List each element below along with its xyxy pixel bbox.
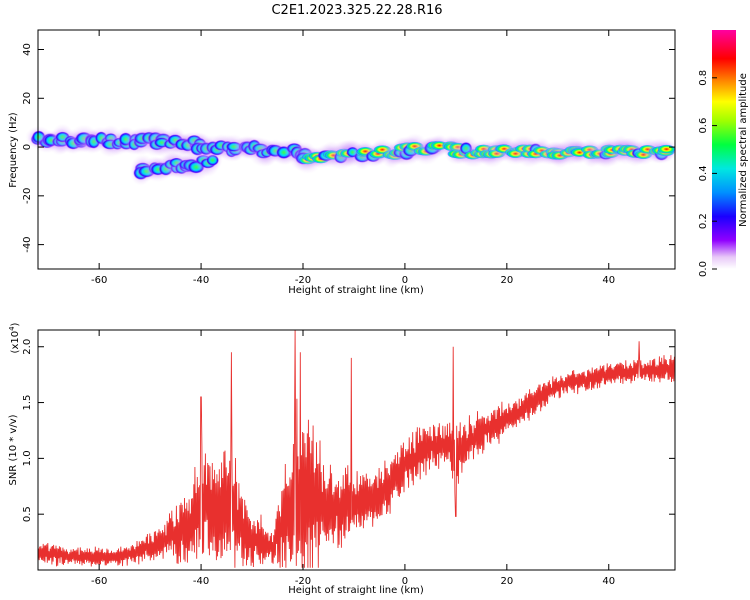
y-tick-label: 20 <box>22 92 33 105</box>
spectrogram-panel: -60 -40 -20 0 20 40 40 20 0 -20 -40 Height of str… <box>8 29 678 296</box>
y-tick-label: 2.0 <box>22 339 33 355</box>
y-tick-label: -40 <box>22 236 33 252</box>
colorbar: 0.0 0.2 0.4 0.6 0.8 Normalized spectral ampl… <box>698 30 749 277</box>
x-tick-label: 0 <box>402 576 408 587</box>
colorbar-tick-label: 0.6 <box>698 118 709 134</box>
x-tick-label: -60 <box>91 576 107 587</box>
snr-frame <box>37 329 676 571</box>
x-tick-label: -40 <box>193 576 209 587</box>
snr-yticks: 0.5 1.0 1.5 2.0 <box>22 339 675 522</box>
spectrogram-ylabel: Frequency (Hz) <box>8 112 19 188</box>
y-tick-label: 40 <box>22 43 33 56</box>
x-tick-label: -20 <box>295 576 311 587</box>
snr-xlabel: Height of straight line (km) <box>288 585 424 596</box>
snr-xticks: -60 -40 -20 0 20 40 <box>91 330 615 587</box>
colorbar-ticks: 0.0 0.2 0.4 0.6 0.8 <box>698 70 717 277</box>
x-tick-label: 20 <box>500 576 513 587</box>
svg-text:(x104): (x104) <box>8 322 21 353</box>
y-tick-label: 1.5 <box>22 395 33 411</box>
spectrogram-xticks: -60 -40 -20 0 20 40 <box>91 30 615 286</box>
x-tick-label: 40 <box>602 275 615 286</box>
y-tick-label: 1.0 <box>22 450 33 466</box>
spectrogram-xlabel: Height of straight line (km) <box>288 285 424 296</box>
x-tick-label: 40 <box>602 576 615 587</box>
colorbar-gradient <box>712 30 736 269</box>
snr-panel: -60 -40 -20 0 20 40 0.5 1.0 1.5 2.0 Height of st… <box>8 322 676 596</box>
x-tick-label: -60 <box>91 275 107 286</box>
colorbar-tick-label: 0.2 <box>698 213 709 229</box>
y-tick-label: -20 <box>22 188 33 204</box>
y-tick-label: 0 <box>22 144 33 150</box>
colorbar-tick-label: 0.0 <box>698 261 709 277</box>
spectrogram-frame <box>37 29 676 270</box>
spectrogram-yticks: 40 20 0 -20 -40 <box>22 43 675 253</box>
colorbar-tick-label: 0.4 <box>698 165 709 181</box>
colorbar-label: Normalized spectral amplitude <box>738 73 749 227</box>
x-tick-label: -20 <box>295 275 311 286</box>
x-tick-label: -40 <box>193 275 209 286</box>
chart-title: C2E1.2023.325.22.28.R16 <box>271 3 442 18</box>
snr-multiplier: (x104) <box>8 322 21 353</box>
y-tick-label: 0.5 <box>22 506 33 522</box>
snr-series-line <box>38 330 675 568</box>
snr-ylabel: SNR (10 * v/v) <box>8 414 19 485</box>
spectrogram-heat <box>25 123 678 186</box>
x-tick-label: 0 <box>402 275 408 286</box>
x-tick-label: 20 <box>500 275 513 286</box>
colorbar-tick-label: 0.8 <box>698 70 709 86</box>
heat-cell <box>657 144 676 154</box>
